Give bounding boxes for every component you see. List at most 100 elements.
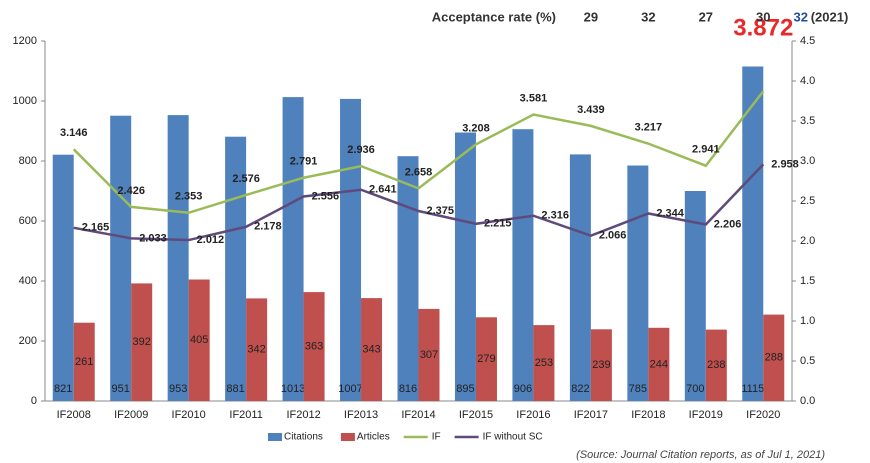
y2-tick-label: 3.5: [800, 115, 815, 127]
bar-label: 881: [226, 383, 244, 395]
line-label: 2.033: [139, 232, 167, 244]
acceptance-label: Acceptance rate (%): [432, 9, 556, 24]
line-label: 2.941: [692, 144, 720, 156]
y-tick-label: 400: [19, 275, 37, 287]
bar: [454, 132, 476, 401]
bar: [303, 292, 325, 401]
bar: [684, 191, 706, 401]
line-label: 3.217: [635, 122, 663, 134]
x-tick-label: IF2020: [746, 409, 780, 421]
bar: [52, 154, 74, 401]
line-label: 2.206: [714, 218, 742, 230]
bar: [167, 115, 189, 401]
bar-label: 821: [54, 383, 72, 395]
bar: [648, 327, 670, 401]
legend-label: IF without SC: [483, 432, 543, 443]
acceptance-value: 32: [793, 9, 807, 24]
bar-label: 238: [707, 359, 725, 371]
bar: [475, 317, 497, 401]
line-label: 3.146: [60, 127, 88, 139]
bar-label: 307: [420, 349, 438, 361]
bar: [246, 298, 268, 401]
bar: [512, 129, 534, 401]
bar: [397, 156, 419, 401]
bar: [225, 136, 247, 401]
bar-label: 1013: [281, 383, 305, 395]
x-tick-label: IF2015: [459, 409, 493, 421]
bar: [282, 97, 304, 401]
y2-tick-label: 4.5: [800, 35, 815, 47]
bar-label: 405: [190, 334, 208, 346]
y2-tick-label: 0.0: [800, 395, 815, 407]
line-label: 2.556: [312, 190, 340, 202]
y-tick-label: 1200: [13, 35, 37, 47]
y2-tick-label: 2.0: [800, 235, 815, 247]
bar-label: 1007: [338, 383, 362, 395]
bar-label: 288: [765, 352, 783, 364]
bar: [742, 66, 764, 401]
bar: [763, 314, 785, 401]
bar-label: 392: [133, 336, 151, 348]
y-tick-label: 600: [19, 215, 37, 227]
source-note: (Source: Journal Citation reports, as of…: [576, 449, 825, 461]
bar-label: 1115: [741, 383, 764, 395]
acceptance-value: 30: [756, 9, 770, 24]
bar-label: 951: [112, 383, 130, 395]
line-label: 2.165: [82, 222, 110, 234]
bar: [627, 165, 649, 401]
bar: [340, 98, 362, 402]
x-tick-label: IF2017: [574, 409, 608, 421]
bar-label: 342: [247, 344, 265, 356]
legend-label: IF: [432, 432, 441, 443]
y-tick-label: 800: [19, 155, 37, 167]
acceptance-value: 27: [699, 9, 713, 24]
acceptance-note: (2021): [811, 9, 849, 24]
bar-label: 253: [535, 357, 553, 369]
legend-swatch: [268, 433, 282, 441]
line-label: 2.641: [369, 184, 397, 196]
line-label: 2.576: [232, 173, 260, 185]
y-tick-label: 200: [19, 335, 37, 347]
y2-tick-label: 3.0: [800, 155, 815, 167]
legend-label: Citations: [284, 432, 323, 443]
y2-tick-label: 0.5: [800, 355, 815, 367]
x-tick-label: IF2012: [286, 409, 320, 421]
bar-label: 895: [456, 383, 474, 395]
x-tick-label: IF2011: [229, 409, 262, 421]
y2-tick-label: 1.5: [800, 275, 815, 287]
line-label: 2.316: [541, 210, 569, 222]
bar-label: 785: [629, 383, 647, 395]
bar: [131, 283, 153, 401]
line-label: 2.178: [254, 221, 282, 233]
line-label: 3.872: [733, 15, 793, 42]
bar-label: 279: [477, 353, 495, 365]
line-label: 2.658: [405, 166, 433, 178]
legend-label: Articles: [357, 432, 390, 443]
y-tick-label: 1000: [13, 95, 37, 107]
y2-tick-label: 1.0: [800, 315, 815, 327]
bar-label: 244: [650, 358, 668, 370]
bar: [361, 298, 383, 401]
bar: [705, 329, 727, 401]
line-label: 2.375: [427, 205, 455, 217]
x-tick-label: IF2010: [172, 409, 206, 421]
line-label: 2.353: [175, 191, 203, 203]
x-tick-label: IF2009: [114, 409, 148, 421]
line: [73, 163, 765, 242]
line-label: 3.439: [577, 104, 605, 116]
y2-tick-label: 2.5: [800, 195, 815, 207]
line-label: 2.426: [117, 185, 145, 197]
x-tick-label: IF2018: [631, 409, 665, 421]
line: [72, 90, 765, 215]
bar-label: 906: [514, 383, 532, 395]
bar-label: 239: [592, 359, 610, 371]
y2-tick-label: 4.0: [800, 75, 815, 87]
y-tick-label: 0: [31, 395, 37, 407]
line-label: 3.208: [462, 122, 490, 134]
x-tick-label: IF2016: [516, 409, 550, 421]
line-label: 2.791: [290, 156, 318, 168]
x-tick-label: IF2008: [57, 409, 91, 421]
bar: [110, 115, 132, 401]
acceptance-value: 32: [641, 9, 655, 24]
